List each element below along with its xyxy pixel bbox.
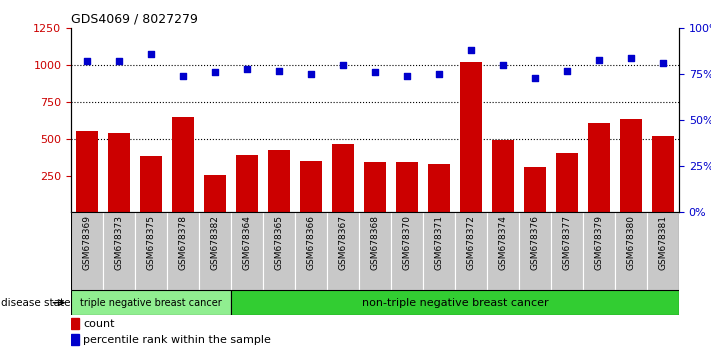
Text: non-triple negative breast cancer: non-triple negative breast cancer: [362, 298, 548, 308]
Text: GSM678370: GSM678370: [402, 215, 412, 270]
Bar: [652, 136, 674, 212]
Text: GSM678373: GSM678373: [114, 215, 124, 270]
Text: triple negative breast cancer: triple negative breast cancer: [80, 298, 222, 308]
Bar: [71, 334, 79, 346]
Bar: [519, 212, 551, 290]
Point: [401, 73, 412, 79]
Bar: [300, 161, 322, 212]
Bar: [135, 212, 167, 290]
Bar: [71, 318, 79, 329]
Bar: [460, 62, 482, 212]
Point: [146, 51, 157, 57]
Bar: [268, 150, 290, 212]
Point: [370, 70, 381, 75]
Point: [338, 62, 349, 68]
Text: GSM678367: GSM678367: [338, 215, 348, 270]
Bar: [172, 117, 194, 212]
Bar: [615, 212, 647, 290]
Point: [657, 61, 668, 66]
Text: GDS4069 / 8027279: GDS4069 / 8027279: [71, 13, 198, 26]
Point: [209, 70, 220, 75]
Text: GSM678379: GSM678379: [594, 215, 604, 270]
Point: [561, 68, 572, 74]
Bar: [620, 119, 642, 212]
Point: [498, 62, 509, 68]
Bar: [140, 156, 162, 212]
Point: [434, 72, 445, 77]
Bar: [428, 164, 450, 212]
Bar: [76, 131, 98, 212]
Text: GSM678372: GSM678372: [466, 215, 476, 270]
Text: GSM678375: GSM678375: [146, 215, 156, 270]
Bar: [583, 212, 615, 290]
Bar: [364, 161, 386, 212]
Bar: [263, 212, 295, 290]
Text: GSM678366: GSM678366: [306, 215, 316, 270]
Bar: [204, 175, 226, 212]
Text: GSM678374: GSM678374: [498, 215, 508, 270]
Bar: [108, 133, 130, 212]
Bar: [455, 212, 487, 290]
Bar: [423, 212, 455, 290]
Text: GSM678369: GSM678369: [82, 215, 92, 270]
Text: GSM678376: GSM678376: [530, 215, 540, 270]
Point: [241, 66, 253, 72]
Text: GSM678368: GSM678368: [370, 215, 380, 270]
Bar: [199, 212, 231, 290]
Bar: [487, 212, 519, 290]
Text: GSM678380: GSM678380: [626, 215, 636, 270]
Text: GSM678381: GSM678381: [658, 215, 668, 270]
Text: GSM678377: GSM678377: [562, 215, 572, 270]
Bar: [231, 212, 263, 290]
Text: GSM678382: GSM678382: [210, 215, 220, 270]
Text: GSM678364: GSM678364: [242, 215, 252, 270]
Bar: [551, 212, 583, 290]
Point: [114, 59, 125, 64]
Text: percentile rank within the sample: percentile rank within the sample: [83, 335, 271, 345]
Bar: [295, 212, 327, 290]
Bar: [71, 290, 231, 315]
Bar: [332, 144, 354, 212]
Bar: [327, 212, 359, 290]
Bar: [588, 123, 610, 212]
Bar: [524, 167, 546, 212]
Bar: [103, 212, 135, 290]
Text: disease state: disease state: [1, 298, 70, 308]
Bar: [391, 212, 423, 290]
Point: [178, 73, 189, 79]
Bar: [647, 212, 679, 290]
Point: [306, 72, 317, 77]
Text: GSM678371: GSM678371: [434, 215, 444, 270]
Text: GSM678365: GSM678365: [274, 215, 284, 270]
Bar: [71, 212, 103, 290]
Text: GSM678378: GSM678378: [178, 215, 188, 270]
Point: [529, 75, 540, 81]
Bar: [359, 212, 391, 290]
Point: [273, 68, 284, 74]
Bar: [492, 139, 514, 212]
Point: [626, 55, 637, 61]
Bar: [396, 161, 418, 212]
Bar: [167, 212, 199, 290]
Point: [593, 57, 604, 62]
Bar: [236, 155, 258, 212]
Text: count: count: [83, 319, 114, 329]
Bar: [556, 154, 578, 212]
Point: [82, 59, 92, 64]
Point: [465, 47, 476, 53]
Bar: [231, 290, 679, 315]
